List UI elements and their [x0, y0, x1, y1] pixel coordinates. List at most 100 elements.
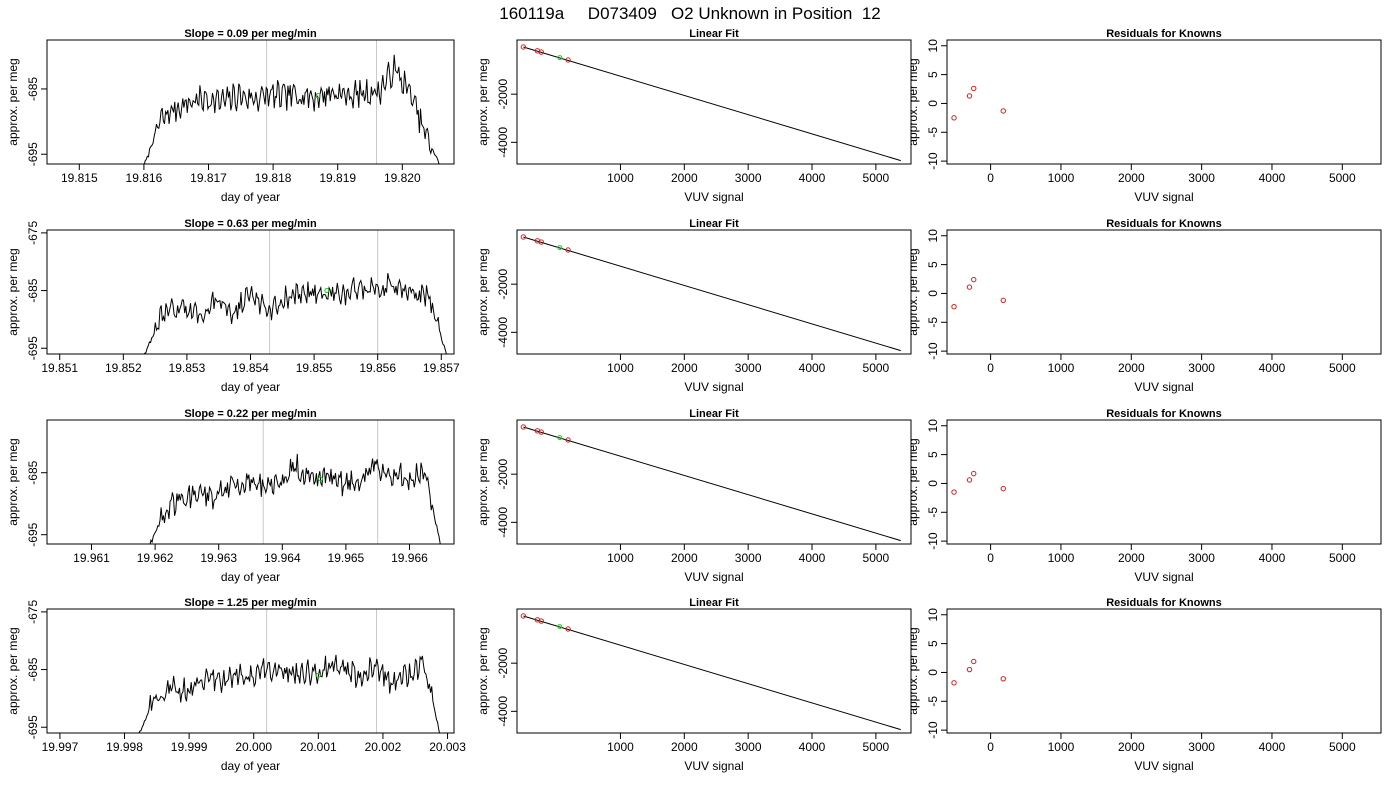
y-tick-label: -695 — [26, 142, 40, 166]
x-tick-label: 5000 — [863, 361, 890, 375]
residual-point — [971, 658, 977, 665]
x-tick-label: 5000 — [1329, 740, 1356, 754]
y-tick-label: -10 — [926, 532, 940, 550]
panel-frame — [516, 39, 912, 165]
panel-r3-c2: Residuals for Knowns 0 1000 2000 3000 4000 500… — [906, 597, 1382, 773]
x-tick-label: 4000 — [1259, 361, 1286, 375]
x-tick-label: 2000 — [671, 361, 698, 375]
x-axis-label: day of year — [221, 190, 280, 204]
y-tick-label: -695 — [26, 522, 40, 546]
residual-point — [1000, 297, 1006, 304]
panel-r3-c1: Linear Fit 1000 2000 3000 4000 5000 -4000 -2000… — [476, 597, 912, 773]
x-tick-label: 2000 — [671, 740, 698, 754]
x-tick-label: 19.853 — [169, 361, 206, 375]
x-tick-label: 5000 — [863, 171, 890, 185]
y-axis-label: approx. per meg — [906, 58, 920, 145]
y-axis-label: approx. per meg — [906, 627, 920, 714]
x-axis-label: VUV signal — [1134, 190, 1193, 204]
y-tick-label: 10 — [926, 608, 940, 622]
y-tick-label: -2000 — [496, 459, 510, 490]
plot-area — [149, 420, 441, 544]
known-point — [538, 49, 544, 55]
residual-point — [966, 477, 973, 483]
x-tick-label: 19.997 — [42, 740, 79, 754]
x-tick-label: 19.819 — [319, 171, 356, 185]
x-tick-label: 1000 — [1048, 740, 1075, 754]
x-axis-label: VUV signal — [1134, 570, 1193, 584]
panel-r2-c1: Linear Fit 1000 2000 3000 4000 5000 -4000 -2000… — [476, 408, 912, 584]
trace-line — [143, 273, 447, 354]
x-tick-label: 19.816 — [126, 171, 163, 185]
panel-frame — [946, 229, 1382, 355]
x-tick-label: 3000 — [735, 740, 762, 754]
x-tick-label: 4000 — [799, 740, 826, 754]
panel-title: Slope = 0.63 per meg/min — [184, 218, 317, 230]
known-point — [520, 613, 527, 619]
plot-area — [520, 424, 901, 542]
panel-frame — [516, 608, 912, 734]
panel-title: Slope = 1.25 per meg/min — [184, 597, 317, 609]
known-point — [520, 424, 527, 430]
known-point — [538, 429, 544, 435]
x-tick-label: 2000 — [1118, 171, 1145, 185]
fit-line — [523, 46, 901, 162]
x-tick-label: 5000 — [863, 740, 890, 754]
x-tick-label: 5000 — [863, 551, 890, 565]
panel-frame — [516, 419, 912, 545]
y-axis-label: approx. per meg — [6, 58, 20, 145]
panel-title: Linear Fit — [689, 218, 739, 230]
x-tick-label: 2000 — [671, 171, 698, 185]
x-tick-label: 0 — [987, 171, 994, 185]
unknown-marker — [317, 476, 323, 482]
x-tick-label: 5000 — [1329, 171, 1356, 185]
x-tick-label: 5000 — [1329, 361, 1356, 375]
plot-area — [951, 85, 1006, 121]
residual-point — [951, 115, 957, 121]
y-axis-label: approx. per meg — [476, 627, 490, 714]
panel-frame — [946, 39, 1382, 165]
panel-r0-c2: Residuals for Knowns 0 1000 2000 3000 4000 500… — [906, 28, 1382, 204]
y-tick-label: -10 — [926, 721, 940, 739]
known-point — [565, 626, 571, 632]
panel-title: Linear Fit — [689, 408, 739, 420]
y-tick-label: -4000 — [496, 317, 510, 348]
plot-area — [951, 276, 1006, 310]
residual-point — [971, 85, 977, 92]
x-tick-label: 3000 — [1188, 361, 1215, 375]
x-tick-label: 3000 — [735, 171, 762, 185]
panel-frame — [46, 419, 455, 545]
y-tick-label: -685 — [26, 278, 40, 302]
x-axis-label: VUV signal — [684, 380, 743, 394]
x-tick-label: 20.003 — [429, 740, 466, 754]
panel-r1-c0: Slope = 0.63 per meg/min 19.851 19.852 19.8… — [6, 218, 460, 394]
y-tick-label: -5 — [926, 317, 940, 328]
x-axis-label: VUV signal — [1134, 380, 1193, 394]
y-tick-label: -2000 — [496, 79, 510, 110]
panel-frame — [46, 608, 455, 734]
x-tick-label: 19.856 — [359, 361, 396, 375]
plot-area — [520, 234, 901, 352]
y-tick-label: -685 — [26, 657, 40, 681]
residual-point — [966, 284, 973, 290]
panel-title: Residuals for Knowns — [1106, 408, 1222, 420]
x-tick-label: 19.963 — [200, 551, 237, 565]
x-tick-label: 4000 — [1259, 171, 1286, 185]
x-tick-label: 1000 — [1048, 551, 1075, 565]
x-tick-label: 19.815 — [61, 171, 98, 185]
residual-point — [951, 304, 957, 310]
panel-title: Slope = 0.22 per meg/min — [184, 408, 317, 420]
unknown-point — [557, 55, 563, 61]
unknown-point — [557, 624, 563, 630]
x-tick-label: 4000 — [1259, 740, 1286, 754]
residual-point — [971, 470, 977, 477]
y-tick-label: -2000 — [496, 269, 510, 300]
panel-title: Residuals for Knowns — [1106, 28, 1222, 40]
x-tick-label: 20.000 — [235, 740, 272, 754]
y-axis-label: approx. per meg — [476, 438, 490, 525]
y-tick-label: 0 — [926, 100, 940, 107]
unknown-marker — [324, 288, 330, 294]
x-tick-label: 4000 — [1259, 551, 1286, 565]
x-tick-label: 19.820 — [384, 171, 421, 185]
trace-line — [144, 54, 441, 164]
x-tick-label: 19.966 — [391, 551, 428, 565]
